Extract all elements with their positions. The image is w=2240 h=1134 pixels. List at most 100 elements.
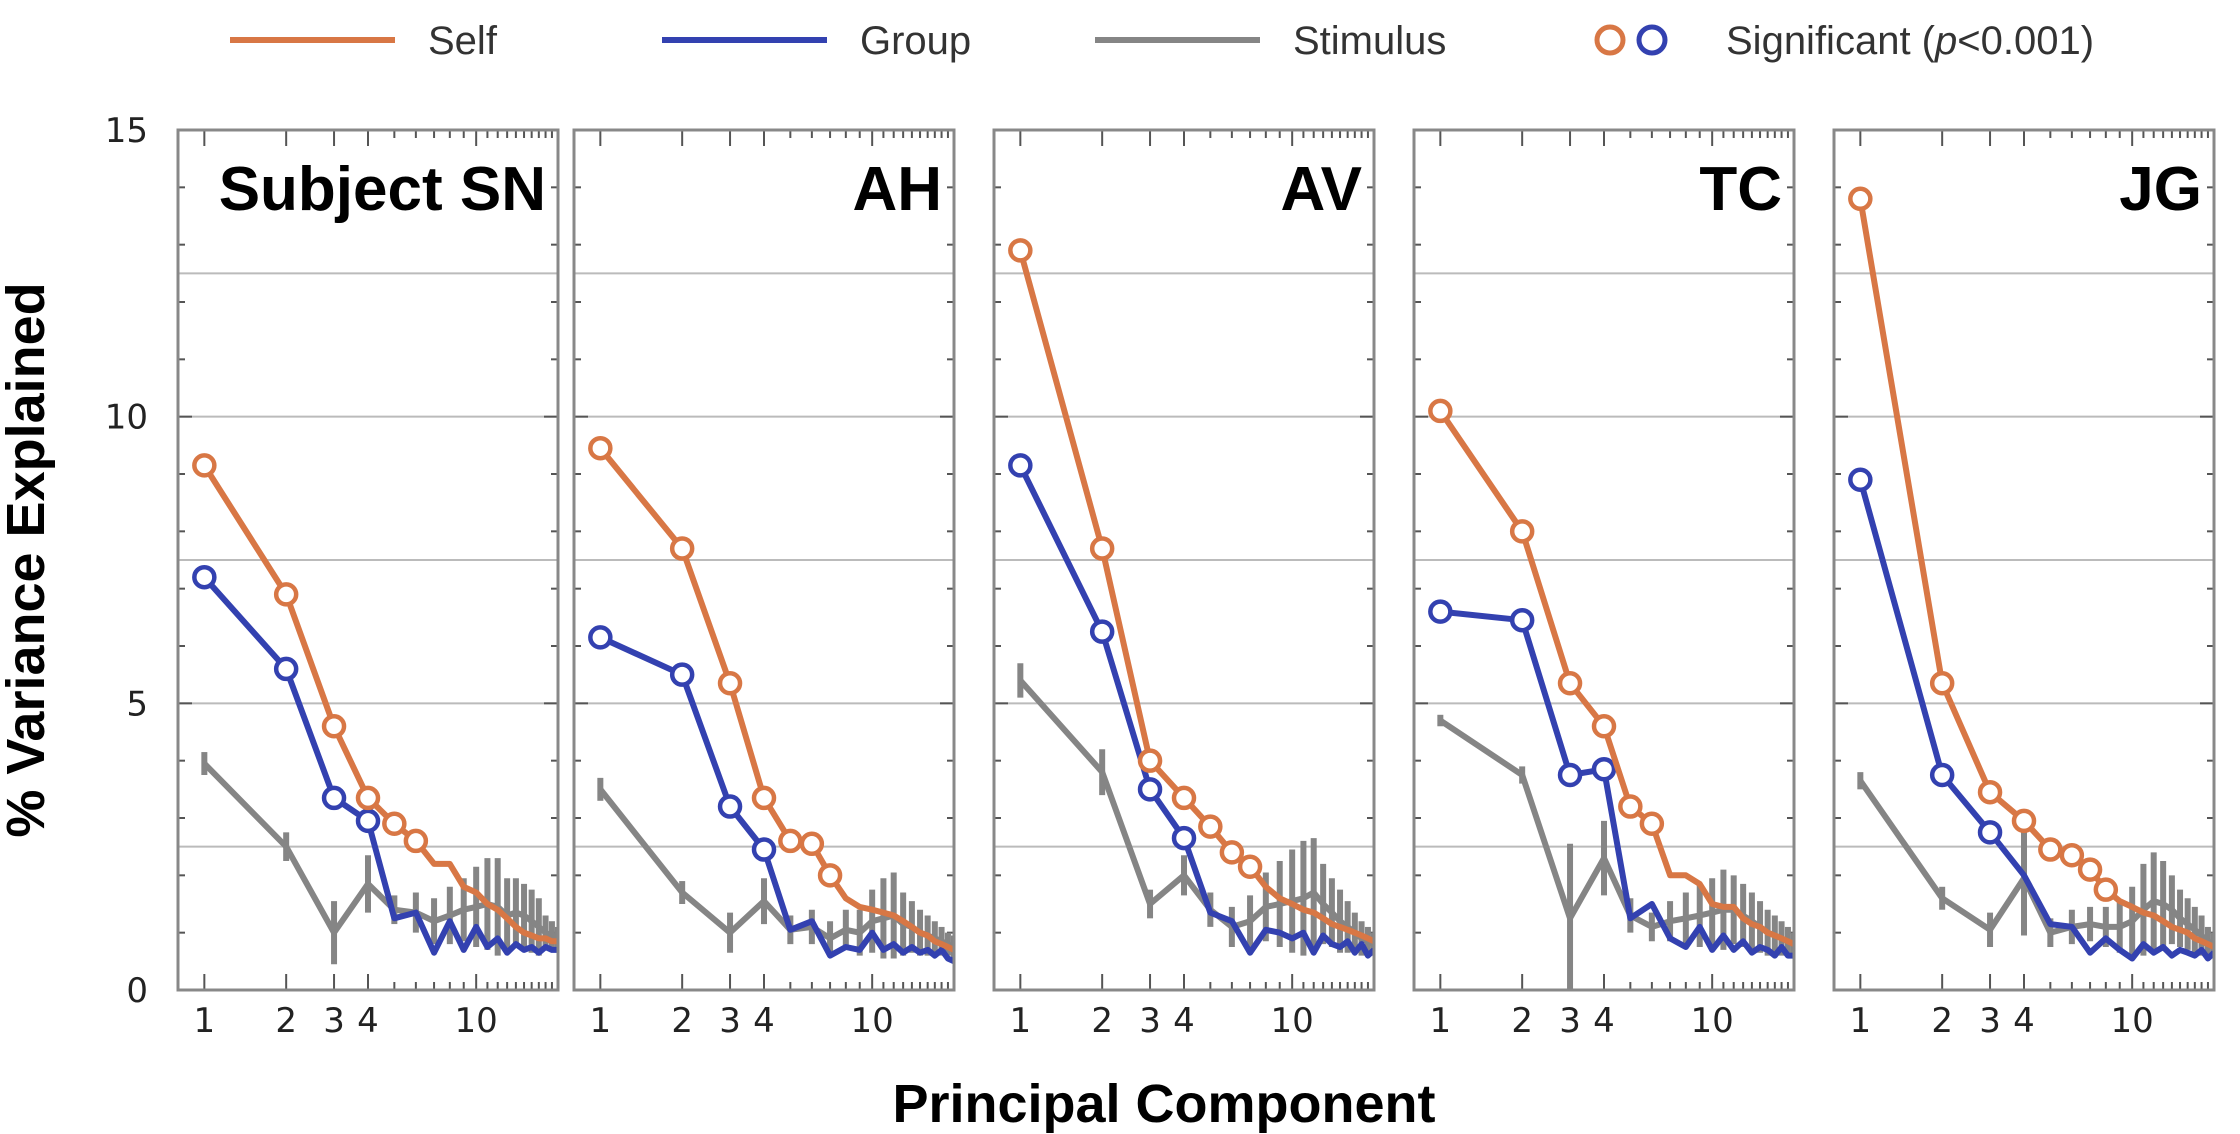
panel-data: [192, 453, 558, 965]
x-tick-label-1: 1: [1010, 1001, 1032, 1041]
group-significant-marker: [1977, 820, 2003, 845]
self-significant-marker: [1618, 794, 1643, 819]
x-tick-label-1: 1: [1850, 1001, 1872, 1041]
self-significant-marker: [403, 828, 429, 854]
self-significant-marker: [2077, 857, 2103, 882]
panel-data: [588, 435, 954, 965]
x-tick-label-3: 3: [1559, 1001, 1581, 1041]
self-significant-marker: [1008, 238, 1033, 263]
self-significant-marker: [1639, 811, 1665, 836]
y-tick-label-15: 15: [105, 111, 148, 151]
panel-data: [1848, 186, 2214, 962]
group-significant-marker: [1171, 825, 1197, 851]
panel-subject-sn: 1 2 3 4 10 Subject SN: [176, 128, 560, 1041]
x-tick-label-4: 4: [753, 1001, 775, 1041]
panel-frame: [572, 128, 956, 992]
group-significant-marker: [1557, 762, 1583, 788]
x-tick-label-2: 2: [671, 1001, 693, 1041]
x-tick-label-10: 10: [851, 1001, 894, 1041]
x-tick-label-3: 3: [323, 1001, 345, 1041]
self-significant-marker: [321, 714, 347, 739]
panel-data: [1428, 398, 1794, 990]
panel-title: AV: [1280, 155, 1362, 224]
self-significant-marker: [2059, 843, 2085, 868]
x-tick-label-10: 10: [1271, 1001, 1314, 1041]
group-significant-marker: [1089, 619, 1115, 644]
panel-jg: 1 2 3 4 10 JG: [1832, 128, 2216, 1041]
self-line: [597, 446, 954, 953]
group-significant-marker: [321, 785, 347, 811]
x-tick-label-3: 3: [719, 1001, 741, 1041]
legend-stimulus-label: Stimulus: [1293, 19, 1446, 63]
group-significant-marker: [669, 662, 695, 687]
panel-title: AH: [852, 155, 942, 224]
legend-significant-label: Significant (p<0.001): [1726, 19, 2094, 63]
x-tick-label-1: 1: [1430, 1001, 1452, 1041]
group-significant-marker: [1137, 777, 1163, 802]
self-significant-marker: [192, 453, 217, 478]
panel-tc: 1 2 3 4 10 TC: [1412, 128, 1796, 1041]
x-tick-label-4: 4: [1173, 1001, 1195, 1041]
group-significant-marker: [751, 837, 777, 862]
panel-data: [1008, 238, 1374, 959]
x-tick-label-1: 1: [590, 1001, 612, 1041]
x-tick-label-4: 4: [1593, 1001, 1615, 1041]
group-line: [599, 634, 954, 965]
self-significant-marker: [799, 831, 825, 857]
self-significant-marker: [273, 582, 299, 607]
x-tick-label-10: 10: [1691, 1001, 1734, 1041]
self-significant-marker: [382, 811, 407, 836]
x-tick-label-2: 2: [1091, 1001, 1113, 1041]
x-tick-label-10: 10: [2111, 1001, 2154, 1041]
self-significant-marker: [588, 435, 613, 461]
x-tick-label-10: 10: [455, 1001, 498, 1041]
legend-self-label: Self: [428, 19, 498, 63]
self-significant-marker: [1977, 779, 2003, 805]
self-significant-marker: [1137, 748, 1163, 773]
group-significant-marker: [1428, 599, 1453, 624]
self-significant-marker: [778, 828, 803, 854]
y-tick-label-5: 5: [126, 684, 148, 724]
self-significant-marker: [2093, 877, 2119, 902]
legend-significant-group-marker: [1636, 24, 1668, 56]
self-significant-marker: [669, 536, 695, 561]
y-axis-label: % Variance Explained: [0, 282, 56, 837]
x-axis-label: Principal Component: [892, 1074, 1435, 1134]
panel-av: 1 2 3 4 10 AV: [992, 128, 1376, 1041]
self-significant-marker: [1237, 854, 1263, 879]
group-significant-marker: [192, 564, 217, 590]
x-tick-label-2: 2: [275, 1001, 297, 1041]
self-significant-marker: [1848, 186, 1873, 212]
group-significant-marker: [588, 625, 613, 650]
self-significant-marker: [1089, 536, 1115, 561]
self-line: [1437, 409, 1794, 947]
panel-frame: [992, 128, 1376, 992]
y-tick-label-10: 10: [105, 398, 148, 438]
panel-title: TC: [1699, 155, 1782, 224]
group-line: [1439, 608, 1794, 959]
self-significant-marker: [1557, 671, 1583, 696]
legend: Self Group Stimulus Significant (p<0.001): [230, 19, 2094, 63]
group-significant-marker: [1008, 453, 1033, 478]
x-tick-label-3: 3: [1979, 1001, 2001, 1041]
self-significant-marker: [1591, 714, 1617, 739]
self-line: [1857, 198, 2214, 950]
x-tick-label-4: 4: [2013, 1001, 2035, 1041]
group-significant-marker: [1591, 757, 1617, 782]
self-significant-marker: [2038, 837, 2063, 862]
x-tick-label-4: 4: [357, 1001, 379, 1041]
x-tick-label-1: 1: [194, 1001, 216, 1041]
panel-frame: [1832, 128, 2216, 992]
x-tick-label-2: 2: [1511, 1001, 1533, 1041]
panel-frame: [176, 128, 560, 992]
panel-ah: 1 2 3 4 10 AH: [572, 128, 956, 1041]
group-line: [1857, 478, 2214, 962]
self-significant-marker: [1198, 814, 1223, 839]
group-significant-marker: [1848, 467, 1873, 492]
panel-title: Subject SN: [219, 155, 546, 224]
self-significant-marker: [1428, 398, 1453, 424]
self-significant-marker: [751, 785, 777, 811]
panel-frame: [1412, 128, 1796, 992]
x-tick-label-3: 3: [1139, 1001, 1161, 1041]
